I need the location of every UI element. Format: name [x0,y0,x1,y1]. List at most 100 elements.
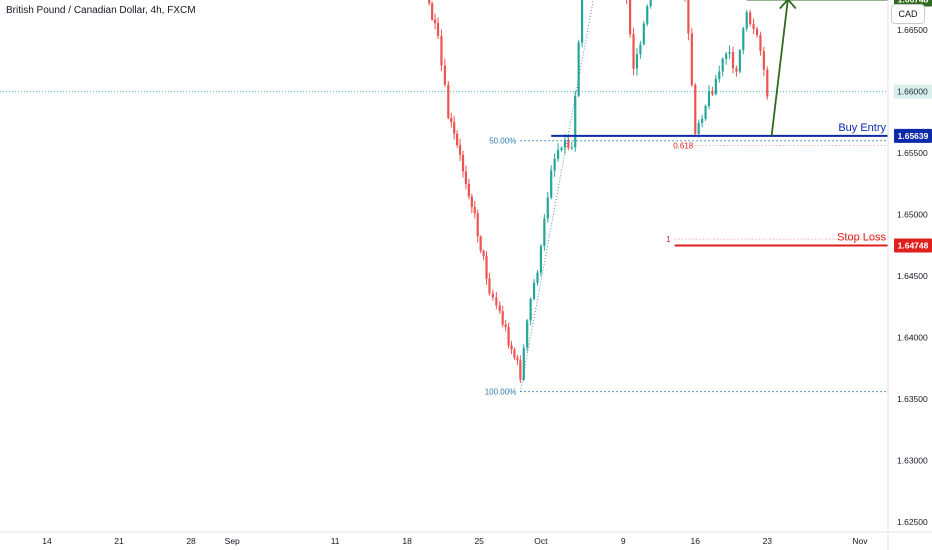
price-tag-label: 1.64748 [898,240,929,250]
currency-button[interactable]: CAD [891,4,925,24]
candle-body [539,246,543,273]
symbol-title: British Pound / Canadian Dollar, 4h, FXC… [4,4,198,17]
price-tick-label: 1.64000 [897,333,928,343]
candle-body [428,0,431,4]
time-tick-label: Sep [225,536,240,546]
candle-body [532,282,536,299]
candle-body [453,122,456,134]
price-tag-label: 1.65639 [898,131,929,141]
candle-body [543,218,546,247]
candle-body [456,133,459,146]
candle-body [491,293,494,298]
candle-body [504,324,507,328]
candle-body [649,0,652,7]
price-tick-label: 1.66000 [897,87,928,97]
candle-body [711,91,714,95]
candle-body [731,51,735,69]
candle-body [461,154,465,172]
candle-body [766,69,769,97]
candle-body [560,147,563,151]
candle-body [749,12,752,24]
candle-body [536,272,539,283]
candle-body [501,311,504,325]
candle-body [642,23,645,45]
candle-body [580,0,584,43]
candle-body [546,197,549,219]
candle-body [574,95,577,148]
candle-body [738,50,741,72]
fib-extra-label: 0.618 [673,142,694,151]
time-tick-label: 14 [42,536,52,546]
candle-body [639,44,642,55]
candle-body [735,68,738,72]
candle-body [759,35,762,52]
price-tick-label: 1.62500 [897,517,928,527]
candle-body [522,347,525,380]
fib-trend-line [519,0,594,392]
candle-body [479,236,482,251]
candle-body [464,171,468,184]
candle-body [701,118,704,123]
fib-extra-label: 1 [666,235,671,244]
candle-body [526,320,529,348]
price-tag [894,238,932,253]
candle-body [485,255,488,279]
price-tick-label: 1.63000 [897,456,928,466]
candle-body [742,28,745,51]
candle-body [519,360,522,380]
candle-body [646,6,649,24]
candle-body [697,122,700,134]
time-tick-label: 16 [691,536,701,546]
time-tick-label: 21 [114,536,124,546]
candle-body [752,23,755,29]
candle-body [513,349,516,358]
time-tick-label: Oct [534,536,548,546]
candle-body [473,206,476,214]
candle-body [718,71,721,79]
time-tick-label: 23 [763,536,773,546]
time-tick-label: 11 [331,536,340,546]
candle-body [495,297,498,306]
candle-body [563,140,567,148]
level-annotation: Buy Entry [838,122,886,134]
time-tick-label: 9 [621,536,626,546]
candle-body [488,278,491,294]
target-arrow-head [779,0,797,10]
candle-body [704,106,707,119]
candle-body [694,84,697,134]
candle-body [762,51,765,70]
candle-body [516,357,519,361]
levels-layer: 0.00%50.00%100.00%0.6181Take ProfitBuy E… [0,0,888,397]
candle-body [443,65,446,85]
candle-body [635,54,639,69]
fib-level-label: 100.00% [485,388,517,397]
time-tick-label: 18 [402,536,412,546]
candle-body [447,84,450,119]
price-axis[interactable]: 1.66500 1.66000 1.65500 1.65000 1.64500 1.640… [887,0,932,550]
time-axis[interactable]: 14 21 28 Sep 11 18 25 Oct 9 16 23 Nov [0,531,932,546]
candle-body [470,196,473,207]
price-tick-label: 1.65500 [897,148,928,158]
candle-body [570,147,573,149]
candle-body [714,78,717,95]
candle-body [629,0,632,35]
price-tick-label: 1.66500 [897,25,928,35]
candles-layer [428,0,769,383]
time-tick-label: 28 [186,536,196,546]
candle-body [436,23,440,36]
candle-body [707,91,711,107]
candle-body [498,305,501,312]
candle-body [440,35,443,66]
price-tag-label: 1.66748 [898,0,929,4]
fib-level-label: 50.00% [489,137,516,146]
candle-body [745,12,748,29]
candle-body [567,140,570,148]
time-tick-label: Nov [852,536,868,546]
price-tick-label: 1.65000 [897,210,928,220]
candle-body [556,150,560,159]
candle-body [431,3,434,20]
candle-body [755,28,759,36]
candle-body [529,298,532,321]
time-tick-label: 25 [474,536,484,546]
